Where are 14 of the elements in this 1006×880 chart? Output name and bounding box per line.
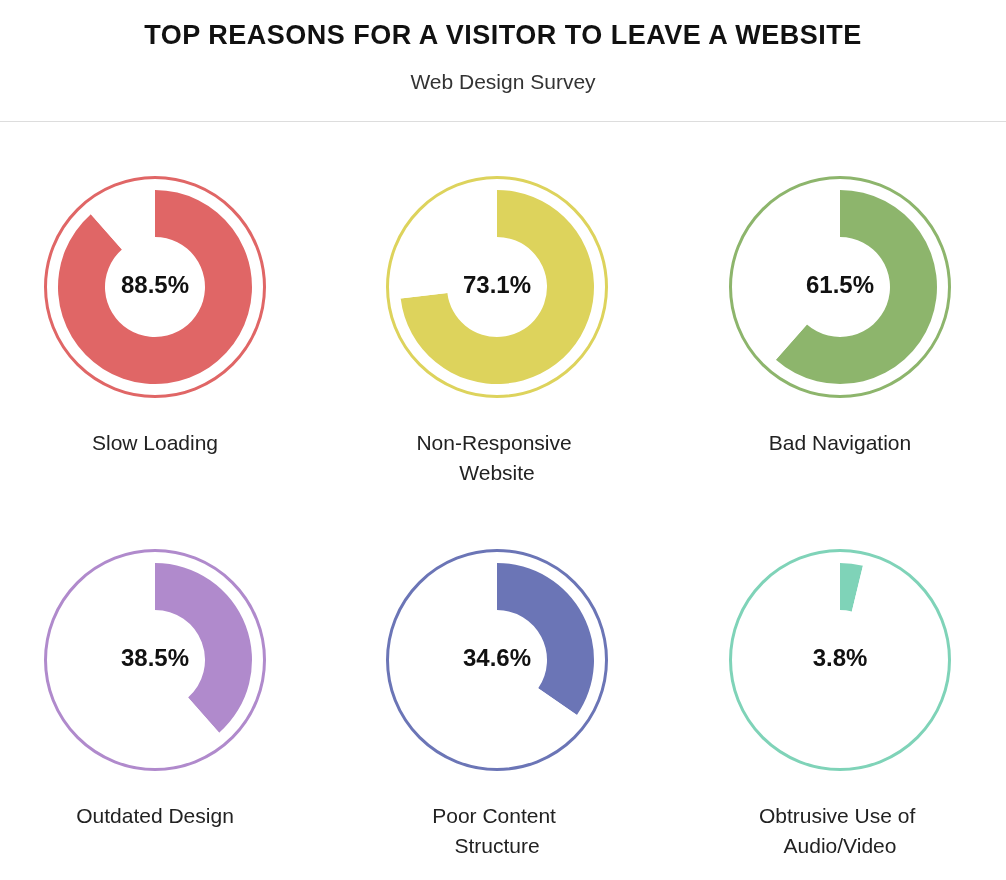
text: 73.1% bbox=[462, 270, 532, 298]
text: 3.8% bbox=[812, 643, 868, 671]
text: 88.5% bbox=[120, 270, 190, 298]
text: Bad Navigation bbox=[768, 430, 912, 454]
text: 38.5% bbox=[120, 643, 190, 671]
text: Poor Content Structure bbox=[432, 803, 562, 857]
text: Outdated Design bbox=[76, 803, 234, 827]
text: TOP REASONS FOR A VISITOR TO LEAVE A WEBSITE bbox=[143, 20, 863, 51]
text: Slow Loading bbox=[91, 430, 219, 454]
text: 61.5% bbox=[805, 270, 875, 298]
text: Obtrusive Use of Audio/Video bbox=[758, 803, 922, 857]
text: Web Design Survey bbox=[409, 70, 597, 94]
text: Non-Responsive Website bbox=[416, 430, 578, 484]
text: 34.6% bbox=[462, 643, 532, 671]
